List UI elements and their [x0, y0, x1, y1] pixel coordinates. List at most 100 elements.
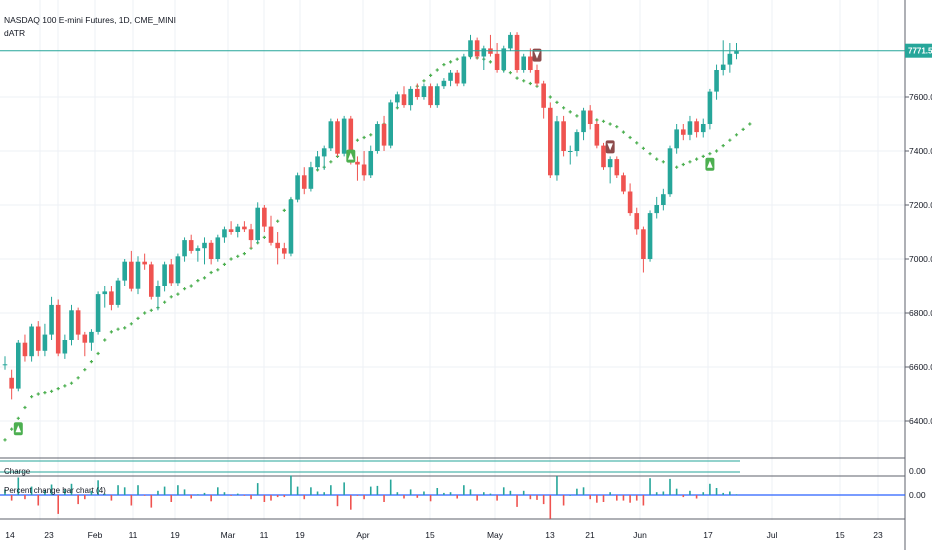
pct-bar-down: [403, 495, 405, 499]
candle-down: [55, 304, 61, 354]
trail-dot: [701, 154, 705, 158]
trail-dot: [69, 381, 74, 385]
pct-bar-down: [516, 495, 518, 507]
pct-bar-up: [310, 487, 312, 495]
trail-dot: [209, 270, 213, 275]
candle-down: [681, 129, 686, 135]
trail-dot: [49, 389, 54, 393]
candle-down: [601, 145, 606, 168]
pct-bar-up: [569, 495, 572, 496]
pct-bar-down: [170, 495, 173, 502]
x-tick-label: 13: [545, 530, 555, 540]
trail-dot: [10, 427, 14, 431]
pct-bar-down: [476, 495, 478, 501]
trail-dot: [76, 376, 80, 380]
x-tick-label: Jul: [767, 530, 778, 540]
candle-down: [335, 121, 340, 154]
pct-bar-up: [502, 487, 505, 495]
candle-up: [441, 80, 447, 87]
pct-bar-down: [682, 495, 685, 498]
pct-bar-up: [90, 490, 93, 495]
trail-dot: [488, 60, 493, 64]
trail-dot: [282, 208, 286, 212]
trail-dot: [109, 330, 113, 334]
candle-up: [222, 229, 227, 238]
candle-up: [175, 256, 181, 284]
pct-bar-down: [416, 495, 419, 498]
trail-dot: [615, 125, 619, 129]
pane2-tick-label: 0.00: [909, 490, 926, 500]
pct-bar-down: [695, 495, 698, 499]
pane2-title[interactable]: Percent change bar chart (4): [4, 486, 106, 495]
pct-bar-up: [376, 485, 379, 495]
pct-bar-down: [10, 495, 13, 501]
candle-down: [641, 229, 646, 259]
pct-bar-up: [44, 490, 46, 495]
x-tick-label: 17: [703, 530, 713, 540]
candle-up: [554, 121, 560, 176]
pct-bar-down: [263, 495, 266, 502]
pct-bar-up: [70, 483, 73, 495]
trail-dot: [522, 79, 526, 83]
pct-bar-down: [336, 495, 339, 507]
candle-up: [341, 118, 347, 154]
pct-bar-up: [256, 483, 259, 495]
x-tick-label: Mar: [221, 530, 236, 540]
pct-bar-up: [715, 488, 718, 495]
pct-bar-up: [489, 493, 492, 495]
trail-dot: [276, 219, 280, 223]
candle-down: [514, 34, 520, 70]
candle-down: [109, 291, 114, 305]
pct-bar-up: [183, 489, 186, 495]
pct-bar-up: [177, 485, 179, 495]
pct-bar-down: [589, 495, 591, 500]
price-axis[interactable]: 7600.00 7400.00 7200.00 7000.00 6800.00 6600.…: [905, 43, 932, 500]
pct-bar-up: [722, 492, 724, 495]
pct-bar-down: [77, 495, 79, 505]
candle-up: [720, 64, 726, 70]
trail-dot: [608, 122, 612, 126]
trail-dot: [429, 73, 433, 77]
candle-up: [2, 364, 8, 366]
x-tick-label: 23: [873, 530, 883, 540]
indicator-title[interactable]: dATR: [4, 28, 26, 38]
x-tick-label: 19: [170, 530, 180, 540]
pct-bar-up: [655, 492, 658, 495]
trail-dot: [355, 138, 360, 142]
pct-bar-up: [576, 488, 578, 495]
candle-up: [647, 213, 653, 259]
pct-bar-up: [103, 493, 106, 495]
signal-markers: [13, 48, 715, 436]
pct-bar-down: [303, 495, 306, 500]
candle-up: [69, 310, 74, 340]
candle-up: [308, 167, 314, 189]
x-tick-label: 15: [425, 530, 435, 540]
x-tick-label: 19: [295, 530, 305, 540]
pct-bar-down: [383, 495, 385, 502]
pct-bar-up: [17, 477, 20, 495]
pct-bar-down: [210, 495, 212, 502]
time-axis[interactable]: 14 23 Feb 11 19 Mar 11 19 Apr 15 May 13 21 Jun 17 Jul 15…: [5, 530, 883, 540]
pct-bar-down: [596, 495, 598, 503]
symbol-title[interactable]: NASDAQ 100 E-mini Futures, 1D, CME_MINI: [4, 15, 176, 25]
x-tick-label: 11: [129, 530, 138, 540]
y-tick-label: 7000.00: [909, 254, 932, 264]
trail-dot: [708, 152, 712, 156]
pct-bar-up: [343, 482, 345, 495]
trail-dot: [628, 135, 632, 140]
candle-up: [661, 194, 666, 205]
pct-bar-up: [582, 487, 585, 495]
candle-up: [700, 124, 706, 133]
candle-down: [268, 226, 274, 243]
trail-dot: [229, 257, 233, 261]
trail-dot: [56, 387, 60, 391]
trail-dot: [728, 138, 732, 142]
candles: [2, 32, 739, 400]
candle-up: [727, 53, 733, 65]
pane1-title[interactable]: Charge: [4, 467, 31, 476]
pct-bar-up: [689, 490, 691, 495]
candle-down: [149, 264, 154, 297]
trail-dot: [648, 152, 652, 156]
candle-up: [95, 294, 101, 332]
